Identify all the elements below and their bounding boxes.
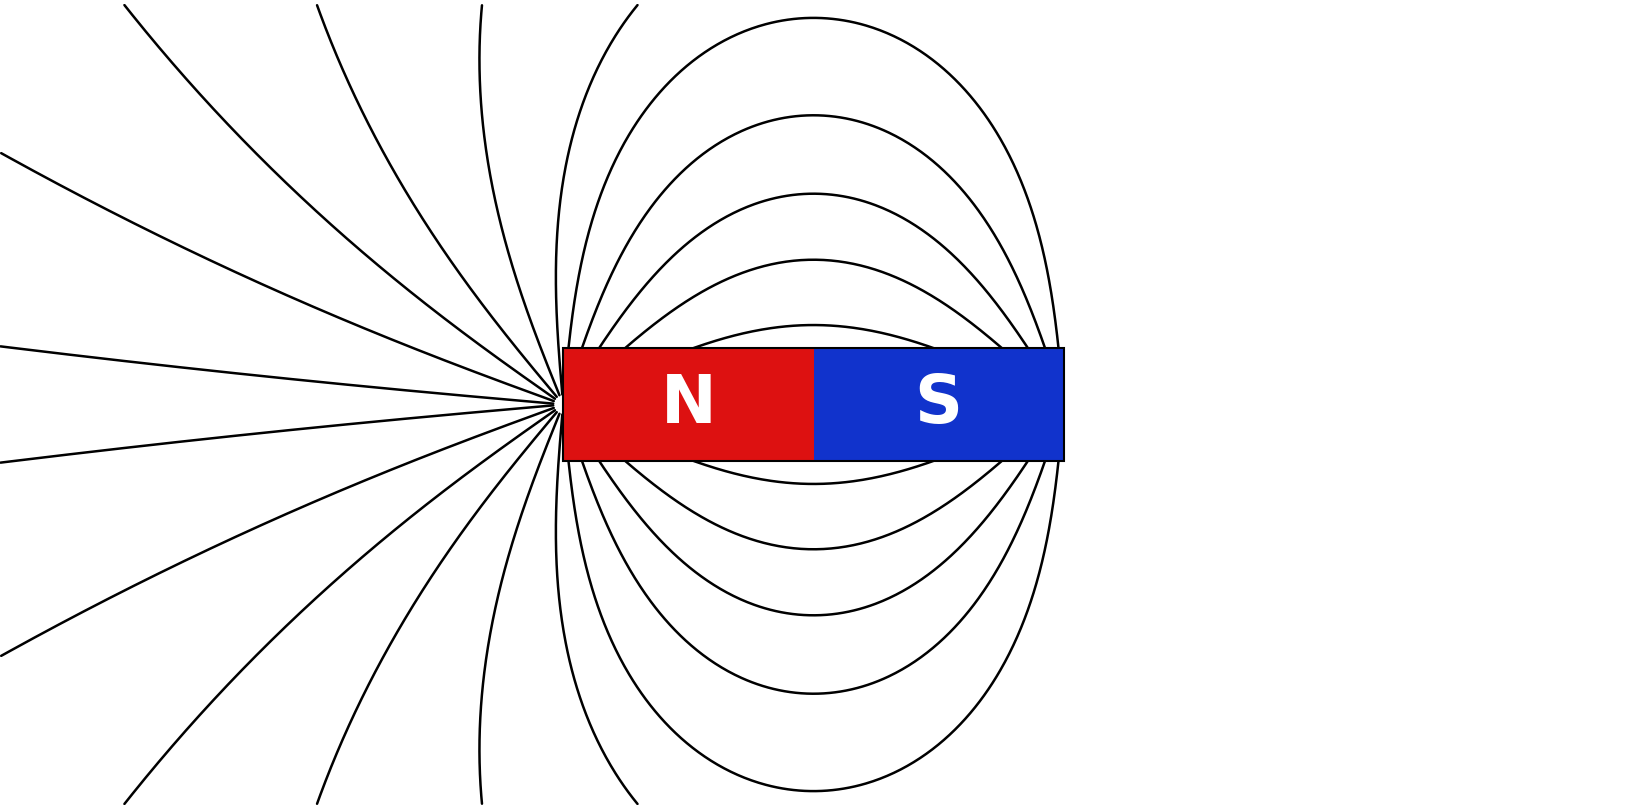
Bar bbox=[814, 348, 1064, 461]
Text: N: N bbox=[661, 371, 716, 438]
Text: S: S bbox=[914, 371, 963, 438]
Bar bbox=[563, 348, 1064, 461]
Bar bbox=[563, 348, 814, 461]
